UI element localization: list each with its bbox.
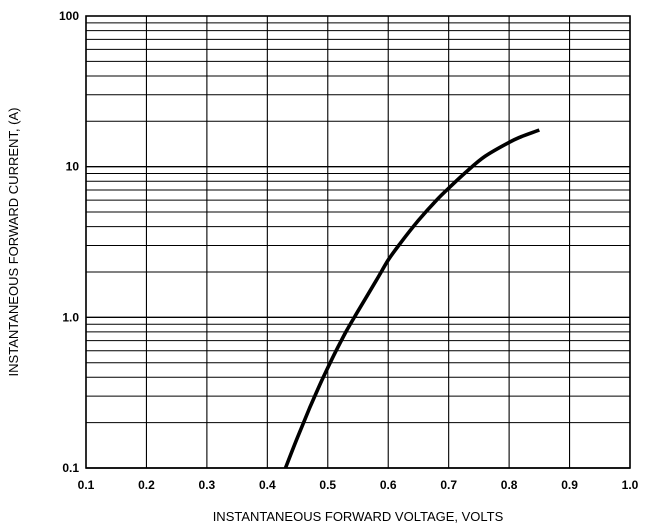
y-axis-label: INSTANTANEOUS FORWARD CURRENT, (A) xyxy=(6,108,21,377)
x-tick-label: 0.9 xyxy=(561,478,578,492)
grid xyxy=(85,16,631,469)
y-tick-label: 10 xyxy=(66,160,80,174)
y-tick-label: 1.0 xyxy=(62,310,79,324)
series-layer xyxy=(283,128,540,469)
x-tick-label: 0.6 xyxy=(380,478,397,492)
x-tick-label: 0.8 xyxy=(501,478,518,492)
series-line-0 xyxy=(283,128,540,469)
y-tick-labels: 0.1 1.0 10 100 xyxy=(59,9,79,475)
x-axis-label: INSTANTANEOUS FORWARD VOLTAGE, VOLTS xyxy=(213,509,504,524)
x-tick-labels: 0.1 0.2 0.3 0.4 0.5 0.6 0.7 0.8 0.9 1.0 xyxy=(78,478,639,492)
y-tick-label: 0.1 xyxy=(62,461,79,475)
plot-frame xyxy=(85,15,631,469)
x-tick-label: 0.1 xyxy=(78,478,95,492)
x-tick-label: 0.5 xyxy=(319,478,336,492)
x-tick-label: 1.0 xyxy=(622,478,639,492)
y-tick-label: 100 xyxy=(59,9,79,23)
x-tick-label: 0.2 xyxy=(138,478,155,492)
x-tick-label: 0.3 xyxy=(199,478,216,492)
x-tick-label: 0.7 xyxy=(440,478,457,492)
x-tick-label: 0.4 xyxy=(259,478,276,492)
